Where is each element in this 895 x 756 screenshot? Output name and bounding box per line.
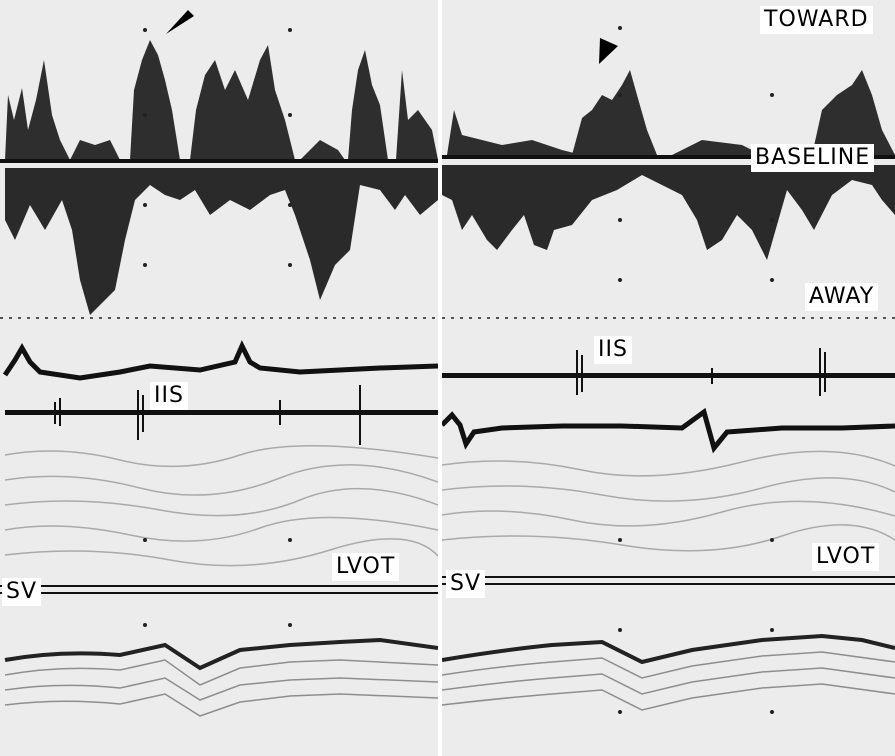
lvot-label-left: LVOT: [332, 553, 400, 581]
iis-label-right: IIS: [594, 336, 632, 364]
right-phono-line: [442, 373, 895, 378]
lvot-label-right: LVOT: [812, 543, 880, 571]
right-panel: TOWARD BASELINE AWAY IIS LVOT SV: [442, 0, 895, 756]
left-panel: IIS LVOT SV: [0, 0, 438, 756]
left-wall-echo: [4, 637, 438, 671]
away-label: AWAY: [805, 283, 879, 311]
left-phono-line: [5, 410, 438, 415]
toward-label: TOWARD: [760, 6, 873, 34]
iis-label-left: IIS: [150, 382, 188, 410]
baseline-label: BASELINE: [751, 144, 875, 172]
right-toward-flow: [447, 70, 895, 155]
arrowhead-icon: [599, 38, 618, 64]
right-ecg-trace: [442, 407, 895, 454]
arrowhead-icon: [166, 10, 194, 34]
left-baseline-line: [0, 159, 438, 163]
left-toward-flow: [5, 40, 438, 160]
left-panel-graphic: [0, 10, 438, 717]
sv-label-right: SV: [446, 570, 486, 598]
left-ecg-trace: [2, 340, 438, 381]
left-away-flow: [5, 168, 438, 315]
right-wall-echo: [442, 633, 895, 665]
sv-label-left: SV: [2, 578, 42, 606]
right-baseline-line: [442, 155, 895, 159]
panel-divider: [438, 0, 442, 756]
right-away-flow: [442, 165, 895, 260]
right-panel-graphic: [442, 26, 895, 714]
